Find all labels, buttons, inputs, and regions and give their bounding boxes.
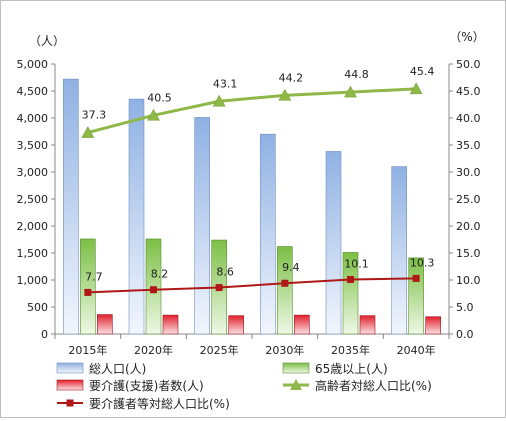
legend-total-population: 総人口(人) (56, 362, 146, 376)
right-tick-label: 10.0 (456, 274, 481, 287)
bar-total-population (63, 78, 79, 335)
left-tick-label: 4,000 (17, 112, 49, 125)
right-tick-label: 20.0 (456, 220, 481, 233)
bar-care-needed (228, 315, 244, 335)
right-tick-label: 0.0 (456, 328, 474, 341)
marker-care-ratio (281, 279, 289, 287)
bar-total-population (260, 133, 276, 335)
legend-label: 要介護(支援)者数(人) (89, 378, 204, 393)
marker-aged-ratio (81, 126, 95, 138)
legend-label: 65歳以上(人) (315, 362, 388, 376)
legend-swatch (56, 379, 84, 391)
legend-label: 要介護者等対総人口比(%) (89, 396, 230, 411)
marker-aged-ratio (344, 85, 357, 98)
legend-aged-65-plus: 65歳以上(人) (282, 362, 388, 376)
right-axis-unit: （%） (449, 30, 484, 44)
left-axis-unit: （人） (29, 34, 65, 48)
x-tick-label: 2020年 (134, 343, 173, 357)
left-tick-label: 2,500 (17, 193, 49, 206)
data-label-aged-ratio: 37.3 (82, 109, 107, 122)
data-label-care-ratio: 8.2 (151, 268, 169, 281)
legend-care-needed: 要介護(支援)者数(人) (56, 378, 204, 393)
marker-care-ratio (84, 288, 92, 296)
data-label-aged-ratio: 43.1 (213, 77, 238, 90)
legend-aged-ratio: 高齢者対総人口比(%) (283, 378, 432, 393)
bar-care-needed (294, 314, 310, 335)
left-tick-label: 0 (41, 328, 48, 341)
bar-total-population (128, 98, 145, 335)
left-tick-label: 3,000 (17, 166, 49, 179)
bar-care-needed (97, 314, 113, 335)
left-tick-label: 1,000 (17, 274, 49, 287)
left-tick-label: 2,000 (17, 220, 49, 233)
x-tick-label: 2030年 (265, 343, 304, 357)
right-tick-label: 40.0 (456, 112, 481, 125)
marker-care-ratio (412, 274, 420, 282)
bar-care-needed (425, 316, 441, 335)
legend-label: 高齢者対総人口比(%) (315, 378, 432, 393)
bar-total-population (194, 117, 210, 335)
line-care-ratio (87, 277, 417, 294)
bar-care-needed (162, 314, 179, 335)
data-label-care-ratio: 10.3 (410, 256, 435, 269)
marker-aged-ratio (278, 88, 292, 101)
data-label-care-ratio: 8.6 (216, 266, 234, 279)
bar-aged-65-plus (80, 238, 96, 335)
legend-swatch-marker (66, 399, 74, 407)
left-tick-label: 1,500 (17, 247, 49, 260)
left-tick-label: 3,500 (17, 139, 49, 152)
legend-swatch (56, 362, 84, 374)
right-tick-label: 50.0 (456, 58, 481, 71)
bar-total-population (391, 166, 407, 335)
right-tick-label: 25.0 (456, 193, 481, 206)
data-label-aged-ratio: 40.5 (147, 91, 172, 104)
right-tick-label: 30.0 (456, 166, 481, 179)
marker-care-ratio (215, 284, 223, 292)
bar-aged-65-plus (342, 252, 359, 335)
bar-care-needed (359, 315, 376, 335)
line-aged-ratio (87, 87, 417, 135)
x-tick-label: 2015年 (68, 343, 107, 357)
legend-label: 総人口(人) (89, 362, 146, 376)
right-tick-label: 45.0 (456, 85, 481, 98)
right-tick-label: 15.0 (456, 247, 481, 260)
data-label-care-ratio: 9.4 (282, 261, 300, 274)
marker-care-ratio (347, 275, 354, 283)
marker-aged-ratio (212, 94, 226, 107)
left-tick-label: 500 (27, 301, 48, 314)
left-tick-label: 4,500 (17, 85, 49, 98)
data-label-aged-ratio: 44.8 (344, 68, 369, 81)
legend-care-ratio: 要介護者等対総人口比(%) (57, 396, 230, 411)
marker-aged-ratio (409, 82, 423, 95)
marker-aged-ratio (147, 108, 160, 121)
x-tick-label: 2025年 (200, 343, 239, 357)
x-tick-label: 2035年 (331, 343, 370, 357)
bar-total-population (325, 151, 342, 335)
data-label-care-ratio: 10.1 (344, 257, 369, 270)
legend-swatch-marker (290, 379, 302, 390)
data-label-aged-ratio: 44.2 (279, 71, 304, 84)
data-label-care-ratio: 7.7 (85, 270, 103, 283)
right-tick-label: 35.0 (456, 139, 481, 152)
bar-aged-65-plus (408, 257, 424, 335)
marker-care-ratio (150, 286, 157, 294)
right-tick-label: 5.0 (456, 301, 474, 314)
bar-aged-65-plus (277, 246, 293, 335)
legend-swatch (282, 362, 310, 374)
data-label-aged-ratio: 45.4 (410, 65, 435, 78)
left-tick-label: 5,000 (17, 58, 49, 71)
x-tick-label: 2040年 (397, 343, 436, 357)
